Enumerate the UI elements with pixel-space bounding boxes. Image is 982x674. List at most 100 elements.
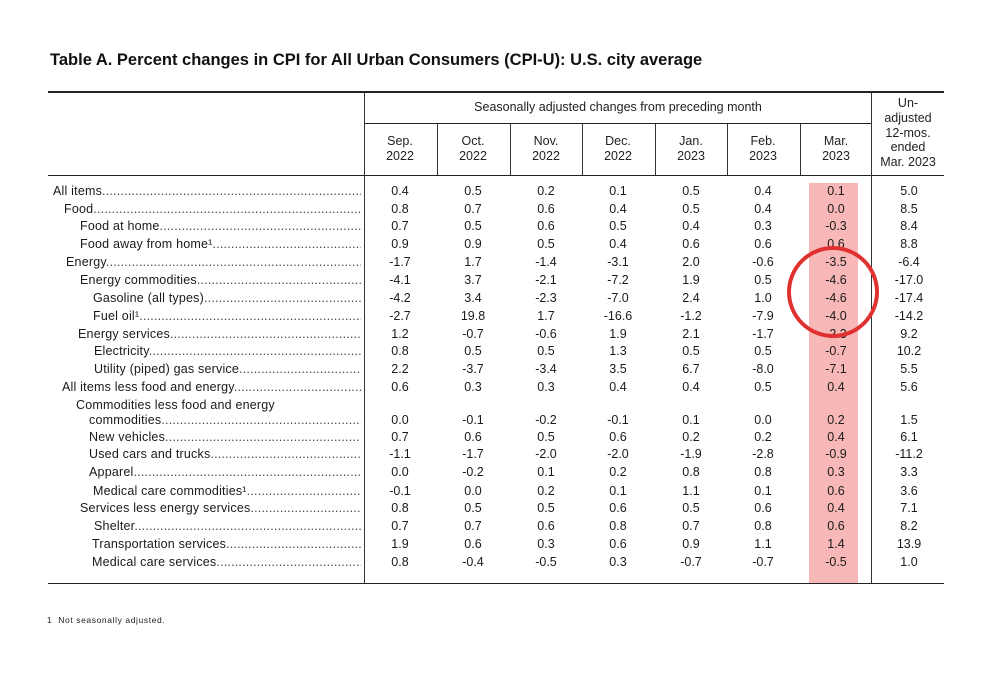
- table-cell: -0.6: [752, 255, 774, 269]
- table-cell: 0.7: [464, 202, 482, 216]
- row-label: Utility (piped) gas service: [94, 361, 361, 378]
- table-cell: 5.0: [900, 184, 918, 198]
- table-cell: 0.8: [391, 501, 409, 515]
- table-cell: -4.1: [389, 273, 411, 287]
- table-cell: 0.4: [827, 430, 845, 444]
- table-cell: 1.7: [537, 309, 555, 323]
- column-header: Oct. 2022: [459, 134, 487, 163]
- table-cell: 0.1: [537, 465, 555, 479]
- table-cell: -14.2: [894, 309, 924, 323]
- table-cell: -16.6: [603, 309, 633, 323]
- table-row: commodities 0.0 -0.1 -0.2 -0.1 0.1 0.0 0.2 1.5: [0, 412, 982, 429]
- table-cell: 0.5: [682, 501, 700, 515]
- table-cell: 0.1: [682, 413, 700, 427]
- table-cell: -2.0: [535, 447, 557, 461]
- table-cell: -7.1: [825, 362, 847, 376]
- row-label: Energy services: [78, 326, 361, 343]
- table-row: Used cars and trucks -1.1 -1.7 -2.0 -2.0 -1.9…: [0, 446, 982, 463]
- table-cell: 1.0: [900, 555, 918, 569]
- table-cell: 0.6: [537, 519, 555, 533]
- row-label: All items: [53, 183, 361, 200]
- row-label: Food away from home¹: [80, 236, 361, 253]
- table-cell: -0.1: [607, 413, 629, 427]
- table-cell: -0.5: [825, 555, 847, 569]
- row-label: Medical care services: [92, 554, 361, 571]
- table-cell: 0.5: [537, 344, 555, 358]
- top-rule: [48, 91, 944, 93]
- table-row: Food at home 0.7 0.5 0.6 0.5 0.4 0.3 -0.3 8.4: [0, 218, 982, 235]
- table-cell: 0.6: [464, 537, 482, 551]
- table-cell: 3.3: [900, 465, 918, 479]
- table-cell: 6.1: [900, 430, 918, 444]
- table-cell: -1.9: [680, 447, 702, 461]
- footnote: 1 Not seasonally adjusted.: [47, 615, 166, 625]
- table-cell: 0.1: [827, 184, 845, 198]
- table-cell: 0.4: [682, 380, 700, 394]
- table-row: Shelter 0.7 0.7 0.6 0.8 0.7 0.8 0.6 8.2: [0, 518, 982, 535]
- table-cell: 0.2: [537, 484, 555, 498]
- table-cell: 0.7: [391, 219, 409, 233]
- table-cell: 1.9: [682, 273, 700, 287]
- table-cell: 1.5: [900, 413, 918, 427]
- table-cell: 3.4: [464, 291, 482, 305]
- table-cell: -0.5: [535, 555, 557, 569]
- table-cell: 1.1: [682, 484, 700, 498]
- table-row: Food 0.8 0.7 0.6 0.4 0.5 0.4 0.0 8.5: [0, 201, 982, 218]
- table-cell: 0.3: [609, 555, 627, 569]
- table-cell: 0.5: [464, 219, 482, 233]
- table-row: Medical care services 0.8 -0.4 -0.5 0.3 -0.7 -…: [0, 554, 982, 571]
- table-cell: 0.6: [391, 380, 409, 394]
- table-cell: 0.6: [827, 519, 845, 533]
- table-cell: 0.2: [827, 413, 845, 427]
- table-cell: 3.7: [464, 273, 482, 287]
- table-cell: 0.4: [609, 380, 627, 394]
- table-cell: 0.3: [464, 380, 482, 394]
- table-row: Transportation services 1.9 0.6 0.3 0.6 0.9 1.…: [0, 536, 982, 553]
- table-cell: -0.2: [462, 465, 484, 479]
- table-cell: 0.0: [827, 202, 845, 216]
- table-cell: -0.6: [535, 327, 557, 341]
- row-label: Apparel: [89, 464, 361, 481]
- table-cell: 8.2: [900, 519, 918, 533]
- table-cell: -0.9: [825, 447, 847, 461]
- bottom-rule: [48, 583, 944, 584]
- table-cell: -17.0: [894, 273, 924, 287]
- table-row: Energy commodities -4.1 3.7 -2.1 -7.2 1.9 0.5 -…: [0, 272, 982, 289]
- table-cell: 8.5: [900, 202, 918, 216]
- table-cell: 0.5: [754, 273, 772, 287]
- table-row: Medical care commodities¹ -0.1 0.0 0.2 0.1 1.…: [0, 483, 982, 500]
- table-cell: -0.7: [680, 555, 702, 569]
- table-cell: 0.5: [682, 184, 700, 198]
- row-label: Medical care commodities¹: [93, 483, 361, 500]
- col-divider: [582, 124, 583, 175]
- col-divider: [727, 124, 728, 175]
- table-cell: 5.5: [900, 362, 918, 376]
- table-cell: -4.2: [389, 291, 411, 305]
- row-label: All items less food and energy: [62, 379, 361, 396]
- table-cell: 0.2: [754, 430, 772, 444]
- table-cell: -1.7: [462, 447, 484, 461]
- column-header: Nov. 2022: [532, 134, 560, 163]
- table-cell: 10.2: [896, 344, 922, 358]
- table-cell: 0.4: [754, 184, 772, 198]
- table-cell: 0.1: [609, 184, 627, 198]
- row-label: Electricity: [94, 343, 361, 360]
- table-cell: 0.1: [754, 484, 772, 498]
- table-cell: 0.6: [827, 484, 845, 498]
- row-label: Services less energy services: [80, 500, 361, 517]
- table-cell: 0.4: [827, 380, 845, 394]
- table-cell: -0.7: [752, 555, 774, 569]
- table-cell: 0.0: [464, 484, 482, 498]
- table-cell: -11.2: [895, 447, 923, 461]
- table-cell: 0.6: [609, 430, 627, 444]
- table-cell: 8.8: [900, 237, 918, 251]
- row-label: Used cars and trucks: [89, 446, 361, 463]
- row-label: Energy commodities: [80, 272, 361, 289]
- table-cell: 0.5: [464, 184, 482, 198]
- table-cell: -2.8: [752, 447, 774, 461]
- table-cell: 0.6: [754, 237, 772, 251]
- table-row: New vehicles 0.7 0.6 0.5 0.6 0.2 0.2 0.4 6.1: [0, 429, 982, 446]
- table-cell: 0.6: [609, 501, 627, 515]
- table-row: Commodities less food and energy: [0, 397, 982, 414]
- table-cell: 0.8: [609, 519, 627, 533]
